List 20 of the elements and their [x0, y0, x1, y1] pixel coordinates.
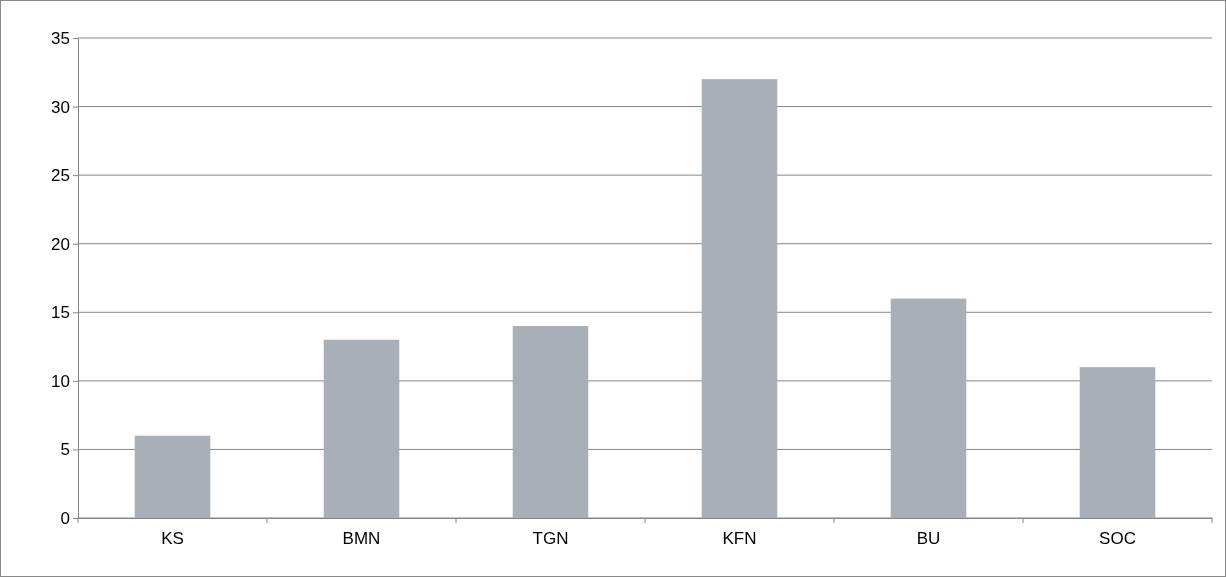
bar: [323, 339, 400, 518]
bar: [1079, 367, 1156, 518]
bar: [134, 435, 211, 518]
x-tick-label: BU: [916, 529, 941, 549]
y-tick-label: 20: [51, 234, 70, 254]
y-tick-label: 30: [51, 97, 70, 117]
x-tick-label: BMN: [342, 529, 381, 549]
y-tick-label: 0: [60, 508, 70, 528]
y-tick-label: 5: [60, 440, 70, 460]
bar: [890, 298, 967, 518]
bar: [701, 79, 778, 518]
y-tick-label: 10: [51, 371, 70, 391]
bar: [512, 326, 589, 518]
y-tick-label: 25: [51, 166, 70, 186]
y-tick-label: 35: [51, 28, 70, 48]
y-tick-label: 15: [51, 303, 70, 323]
x-tick-label: KS: [161, 529, 184, 549]
x-tick-label: KFN: [722, 529, 757, 549]
x-tick-label: TGN: [532, 529, 569, 549]
x-tick-label: SOC: [1099, 529, 1136, 549]
